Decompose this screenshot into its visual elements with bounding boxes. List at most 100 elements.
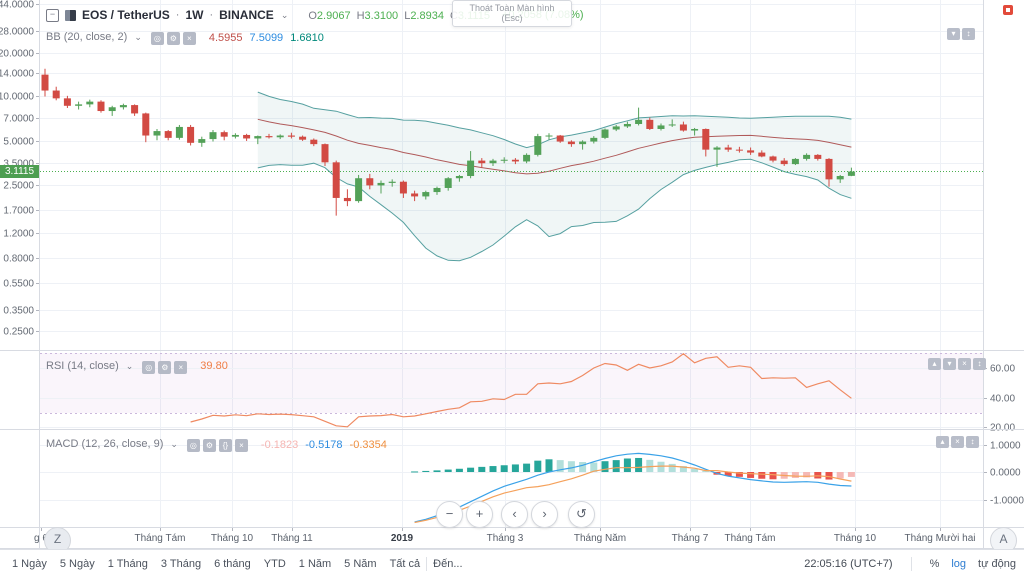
macd-histogram-bar bbox=[601, 461, 609, 472]
macd-histogram-bar bbox=[590, 462, 598, 472]
scroll-left-button[interactable]: ‹ bbox=[501, 501, 528, 528]
indicator-value: 7.5099 bbox=[249, 32, 284, 44]
candle-body bbox=[724, 147, 732, 150]
goto-date-button[interactable]: Đến... bbox=[433, 557, 463, 570]
range-button[interactable]: 1 Ngày bbox=[12, 557, 47, 570]
rsi-indicator-label[interactable]: RSI (14, close) bbox=[46, 360, 119, 372]
settings-icon[interactable]: ⚙ bbox=[166, 32, 180, 45]
chevron-down-icon[interactable]: ⌄ bbox=[280, 9, 289, 20]
price-axis-label: 28.0000 bbox=[0, 27, 34, 38]
exchange-label[interactable]: BINANCE bbox=[219, 8, 274, 22]
candle-body bbox=[108, 107, 116, 112]
bb-indicator-label[interactable]: BB (20, close, 2) bbox=[46, 31, 128, 43]
source-code-icon[interactable]: {} bbox=[218, 439, 232, 452]
scroll-right-button[interactable]: › bbox=[531, 501, 558, 528]
indicator-value: 4.5955 bbox=[208, 32, 243, 44]
macd-histogram-bar bbox=[467, 467, 475, 472]
visibility-icon[interactable]: ◎ bbox=[142, 361, 156, 374]
candle-body bbox=[579, 141, 587, 145]
log-scale-button[interactable]: log bbox=[951, 557, 967, 570]
candle-body bbox=[422, 192, 430, 197]
candle-body bbox=[142, 113, 150, 136]
candle-body bbox=[679, 124, 687, 131]
zoom-out-button[interactable]: − bbox=[436, 501, 463, 528]
tooltip-shortcut: (Esc) bbox=[501, 13, 523, 23]
remove-icon[interactable]: × bbox=[182, 32, 196, 45]
range-button[interactable]: Tất cả bbox=[389, 557, 421, 570]
exit-fullscreen-tooltip: Thoát Toàn Màn hình (Esc) bbox=[452, 0, 572, 27]
settings-icon[interactable]: ⚙ bbox=[202, 439, 216, 452]
rsi-axis-label: 20.00 bbox=[990, 423, 1015, 434]
percent-scale-button[interactable]: % bbox=[929, 557, 940, 570]
macd-indicator-buttons: ◎ ⚙{} × bbox=[184, 435, 248, 453]
range-button[interactable]: 1 Năm bbox=[298, 557, 332, 570]
chart-canvas[interactable]: 44.0000 28.0000 20.0000 14.0000 10.0000 7.000… bbox=[0, 0, 1024, 549]
candle-body bbox=[75, 104, 83, 106]
chevron-down-icon[interactable]: ⌄ bbox=[134, 31, 142, 42]
price-axis-label: 20.0000 bbox=[0, 49, 34, 60]
candle-body bbox=[702, 128, 710, 150]
candle-body bbox=[287, 135, 295, 137]
remove-icon[interactable]: × bbox=[174, 361, 188, 374]
current-price-badge: 3.1115 bbox=[0, 165, 39, 178]
maximize-pane-button[interactable]: ↕ bbox=[966, 436, 979, 448]
remove-icon[interactable]: × bbox=[234, 439, 248, 452]
indicator-value: -0.3354 bbox=[349, 439, 387, 451]
visibility-icon[interactable]: ◎ bbox=[150, 32, 164, 45]
move-pane-up-button[interactable]: ▴ bbox=[936, 436, 949, 448]
macd-axis-label: -1.0000 bbox=[990, 496, 1024, 507]
macd-indicator-label[interactable]: MACD (12, 26, close, 9) bbox=[46, 438, 164, 450]
macd-histogram-bar bbox=[556, 460, 564, 472]
range-button[interactable]: YTD bbox=[263, 557, 286, 570]
candle-body bbox=[164, 131, 172, 138]
maximize-pane-button[interactable]: ↕ bbox=[973, 358, 986, 370]
visibility-icon[interactable]: ◎ bbox=[186, 439, 200, 452]
candle-body bbox=[713, 147, 721, 150]
toolbar-divider bbox=[910, 556, 912, 571]
close-pane-button[interactable]: × bbox=[958, 358, 971, 370]
range-button[interactable]: 5 Năm bbox=[344, 557, 377, 570]
record-indicator-icon bbox=[1003, 5, 1013, 15]
time-axis-label: 2019 bbox=[391, 533, 414, 544]
candle-body bbox=[231, 134, 239, 137]
macd-histogram-bar bbox=[511, 464, 519, 472]
candle-body bbox=[500, 159, 508, 161]
collapse-icon[interactable]: − bbox=[46, 8, 59, 22]
candle-body bbox=[635, 119, 643, 124]
toolbar-divider bbox=[426, 556, 428, 571]
time-axis-label: Tháng Tám bbox=[725, 533, 776, 544]
interval-label[interactable]: 1W bbox=[185, 8, 204, 22]
zoom-in-button[interactable]: + bbox=[466, 501, 493, 528]
range-button[interactable]: 3 Tháng bbox=[160, 557, 202, 570]
move-pane-down-button[interactable]: ▾ bbox=[943, 358, 956, 370]
settings-icon[interactable]: ⚙ bbox=[158, 361, 172, 374]
macd-histogram-bar bbox=[758, 472, 766, 479]
auto-scale-button[interactable]: tự động bbox=[978, 557, 1016, 570]
series-type-icon[interactable] bbox=[65, 9, 76, 21]
candle-body bbox=[131, 105, 139, 114]
close-pane-button[interactable]: × bbox=[951, 436, 964, 448]
range-button[interactable]: 1 Tháng bbox=[107, 557, 148, 570]
candle-body bbox=[433, 187, 441, 193]
separator: · bbox=[209, 9, 214, 21]
candle-body bbox=[187, 126, 195, 143]
candle-body bbox=[355, 178, 363, 202]
symbol-title[interactable]: EOS / TetherUS bbox=[82, 8, 170, 22]
candle-body bbox=[153, 131, 161, 136]
candle-body bbox=[780, 160, 788, 165]
indicator-value: 1.6810 bbox=[290, 32, 324, 44]
maximize-pane-button[interactable]: ↕ bbox=[962, 28, 975, 40]
move-pane-up-button[interactable]: ▴ bbox=[928, 358, 941, 370]
move-pane-down-button[interactable]: ▾ bbox=[947, 28, 960, 40]
chevron-down-icon[interactable]: ⌄ bbox=[125, 360, 134, 371]
range-button[interactable]: 5 Ngày bbox=[59, 557, 95, 570]
candle-body bbox=[791, 158, 799, 165]
time-axis-label: Tháng 3 bbox=[487, 533, 524, 544]
candle-body bbox=[489, 160, 497, 164]
range-button[interactable]: 6 tháng bbox=[214, 557, 251, 570]
reset-chart-button[interactable]: ↺ bbox=[568, 501, 595, 528]
time-axis-label: Tháng Năm bbox=[574, 533, 626, 544]
bb-basis-line bbox=[257, 118, 852, 175]
candle-body bbox=[691, 128, 699, 131]
chevron-down-icon[interactable]: ⌄ bbox=[170, 438, 178, 449]
